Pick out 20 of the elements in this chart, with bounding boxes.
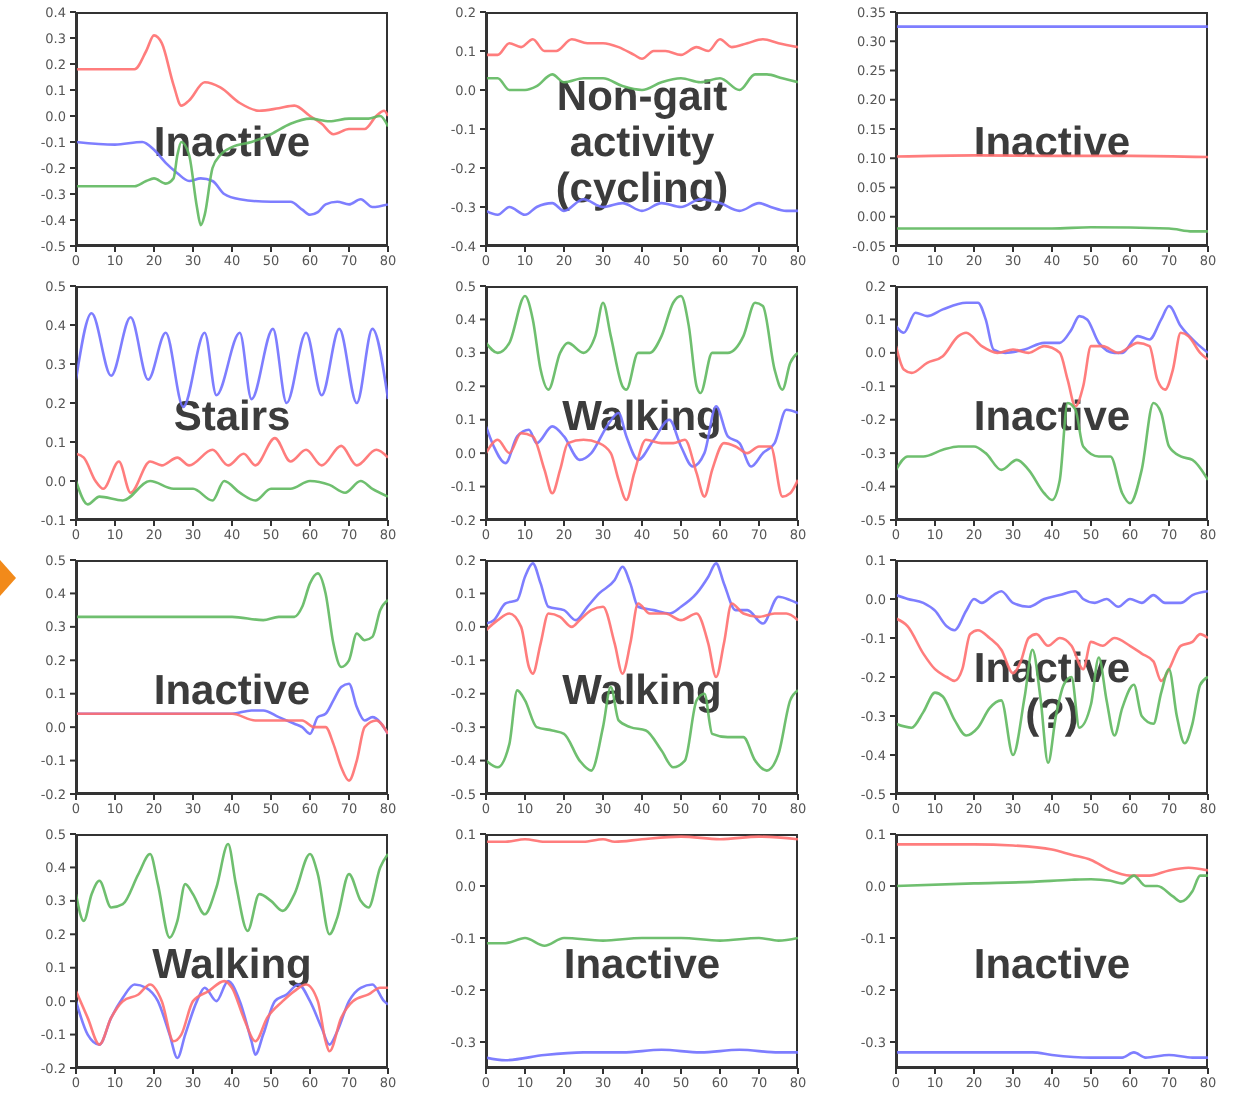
annotation: Walking <box>562 668 722 714</box>
line-series <box>486 38 798 61</box>
line-series <box>896 874 1208 903</box>
line-series <box>76 842 388 939</box>
line-series <box>76 712 388 782</box>
line-series <box>896 301 1208 355</box>
line-series <box>896 589 1208 632</box>
annotation: Inactive <box>973 942 1131 988</box>
annotation: Inactive <box>973 120 1131 166</box>
line-series <box>76 479 388 506</box>
annotation: Non-gait activity (cycling) <box>553 74 731 212</box>
line-series <box>486 294 798 395</box>
annotation: Inactive <box>153 668 311 714</box>
annotation: Inactive <box>563 942 721 988</box>
line-series <box>486 562 798 625</box>
annotation: Walking <box>152 942 312 988</box>
line-series <box>76 572 388 669</box>
line-series <box>896 843 1208 877</box>
line-series <box>76 436 388 494</box>
annotation: Stairs <box>173 394 291 440</box>
